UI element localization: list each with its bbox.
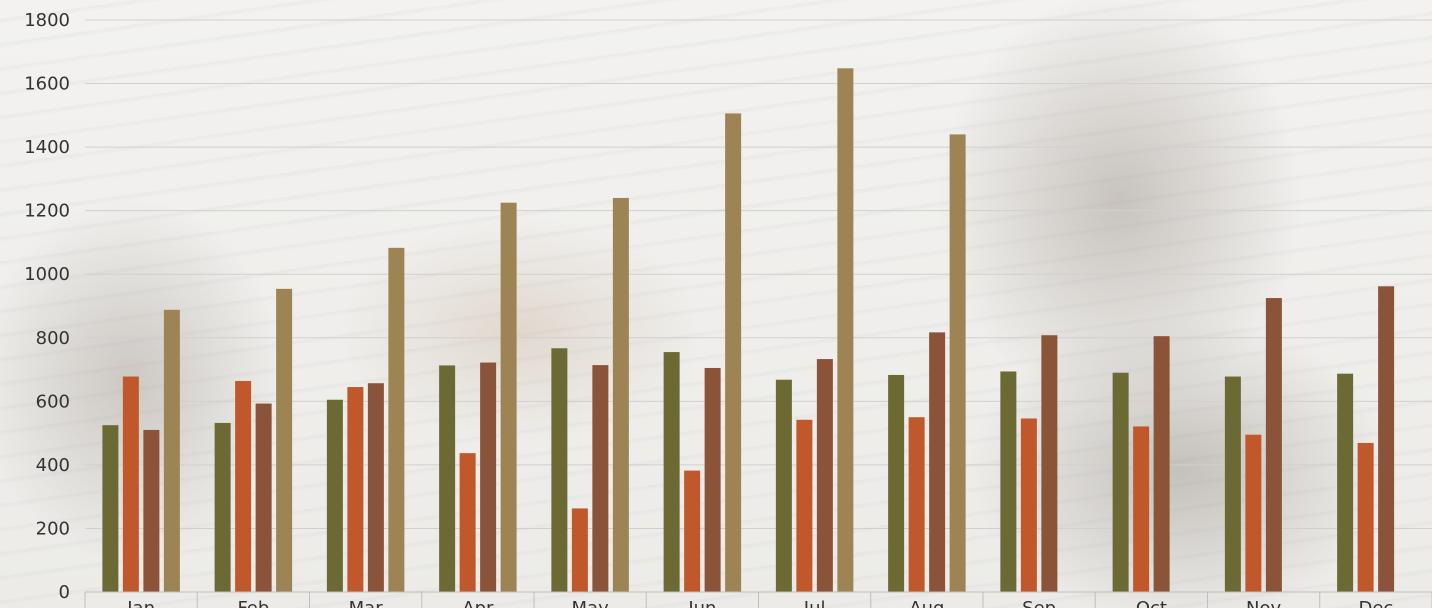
bar-jan-series-1: [102, 425, 119, 592]
bar-feb-series-1: [214, 422, 231, 592]
y-tick-label: 200: [36, 518, 70, 539]
bar-dec-series-1: [1337, 373, 1354, 592]
bar-jun-series-1: [663, 352, 680, 592]
x-tick-label: Sep: [1022, 598, 1056, 608]
bar-nov-series-3: [1265, 298, 1282, 592]
bar-mar-series-2: [347, 387, 364, 592]
bar-sep-series-2: [1020, 418, 1037, 592]
y-tick-label: 1600: [24, 74, 70, 95]
bars: [102, 68, 1395, 592]
bar-nov-series-2: [1245, 434, 1262, 592]
x-tick-label: Nov: [1246, 598, 1281, 608]
y-tick-label: 1200: [24, 201, 70, 222]
bar-aug-series-4: [949, 134, 966, 592]
bar-apr-series-1: [439, 365, 456, 592]
x-tick-label: Dec: [1358, 598, 1393, 608]
bar-jan-series-4: [163, 309, 180, 592]
bar-aug-series-3: [929, 332, 946, 592]
bar-aug-series-1: [888, 374, 905, 592]
y-tick-label: 800: [36, 328, 70, 349]
x-tick-label: Oct: [1136, 598, 1167, 608]
bar-jul-series-1: [775, 379, 792, 592]
bar-jan-series-2: [122, 376, 139, 592]
bar-may-series-4: [612, 197, 629, 592]
x-tick-label: Apr: [462, 598, 494, 608]
bar-mar-series-3: [367, 383, 384, 592]
bar-mar-series-1: [326, 399, 343, 592]
bar-mar-series-4: [388, 247, 405, 592]
bar-sep-series-1: [1000, 371, 1017, 592]
x-axis: [84, 591, 1432, 608]
bar-jun-series-2: [684, 470, 701, 592]
bar-jul-series-4: [837, 68, 854, 592]
bar-apr-series-2: [459, 453, 476, 592]
x-tick-label: May: [572, 598, 610, 608]
bar-feb-series-2: [235, 380, 252, 592]
bar-may-series-2: [571, 508, 588, 592]
x-tick-label: Feb: [237, 598, 269, 608]
y-axis-ticks: 0 200 400 600 800 1000 1200 1400 1600 1800: [24, 10, 70, 603]
bar-may-series-3: [592, 365, 609, 592]
bar-sep-series-3: [1041, 335, 1058, 592]
x-tick-label: Mar: [349, 598, 384, 608]
gridlines: [85, 19, 1432, 529]
bar-feb-series-4: [276, 288, 293, 592]
bar-may-series-1: [551, 348, 568, 592]
bar-apr-series-3: [480, 362, 497, 592]
y-tick-label: 600: [36, 391, 70, 412]
bar-jul-series-2: [796, 419, 813, 592]
x-tick-label: Jun: [687, 598, 716, 608]
bar-oct-series-3: [1153, 336, 1170, 592]
bar-aug-series-2: [908, 417, 925, 592]
y-tick-label: 0: [59, 582, 70, 603]
x-tick-label: Jul: [803, 598, 826, 608]
bar-nov-series-1: [1224, 376, 1241, 592]
bar-oct-series-2: [1133, 426, 1150, 592]
bar-feb-series-3: [255, 403, 272, 592]
bar-apr-series-4: [500, 202, 517, 592]
y-tick-label: 400: [36, 455, 70, 476]
bar-oct-series-1: [1112, 372, 1129, 592]
y-tick-label: 1000: [24, 264, 70, 285]
bar-jan-series-3: [143, 429, 160, 592]
bar-jun-series-4: [725, 113, 742, 592]
y-tick-label: 1800: [24, 10, 70, 31]
bar-jul-series-3: [816, 359, 833, 592]
y-tick-label: 1400: [24, 137, 70, 158]
x-tick-label: Jan: [126, 598, 155, 608]
x-tick-label: Aug: [909, 598, 944, 608]
x-axis-labels: Jan Feb Mar Apr May Jun Jul Aug Sep Oct Nov Dec: [126, 598, 1393, 608]
bar-dec-series-3: [1378, 286, 1395, 592]
bar-jun-series-3: [704, 367, 721, 592]
bar-dec-series-2: [1357, 442, 1374, 592]
